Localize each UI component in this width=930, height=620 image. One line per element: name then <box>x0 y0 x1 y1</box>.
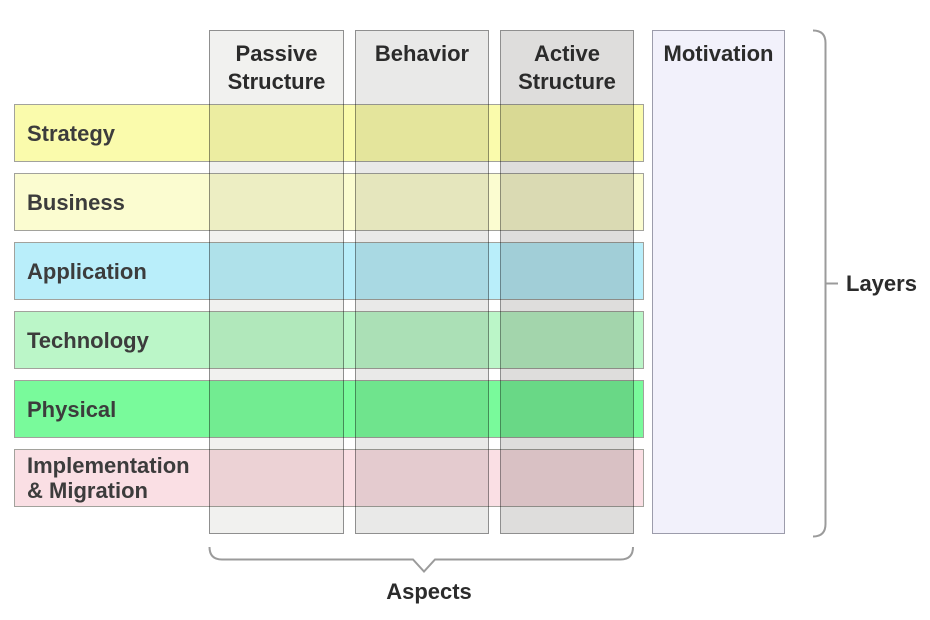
layer-row-technology-label: Technology <box>27 327 149 353</box>
layer-row-business-label: Business <box>27 189 125 215</box>
layer-row-implementation-migration-label: Implementation & Migration <box>27 453 190 503</box>
layer-row-technology: Technology <box>14 311 644 369</box>
column-behavior-label: Behavior <box>374 41 470 66</box>
aspects-brace <box>208 546 634 573</box>
layer-row-implementation-migration: Implementation & Migration <box>14 449 644 507</box>
aspects-brace-label: Aspects <box>386 579 472 604</box>
layer-row-strategy-label: Strategy <box>27 120 116 146</box>
layers-bracket <box>812 29 838 538</box>
layer-row-business: Business <box>14 173 644 231</box>
layer-row-application-label: Application <box>27 258 147 284</box>
layers-bracket-label: Layers <box>846 271 917 296</box>
column-active-structure-label: Active Structure <box>518 41 616 94</box>
layer-row-application: Application <box>14 242 644 300</box>
motivation-box: Motivation <box>652 30 785 534</box>
layer-row-physical-label: Physical <box>27 396 117 422</box>
column-passive-structure-label: Passive Structure <box>227 41 326 94</box>
layer-row-physical: Physical <box>14 380 644 438</box>
motivation-label: Motivation <box>663 41 774 66</box>
layer-row-strategy: Strategy <box>14 104 644 162</box>
